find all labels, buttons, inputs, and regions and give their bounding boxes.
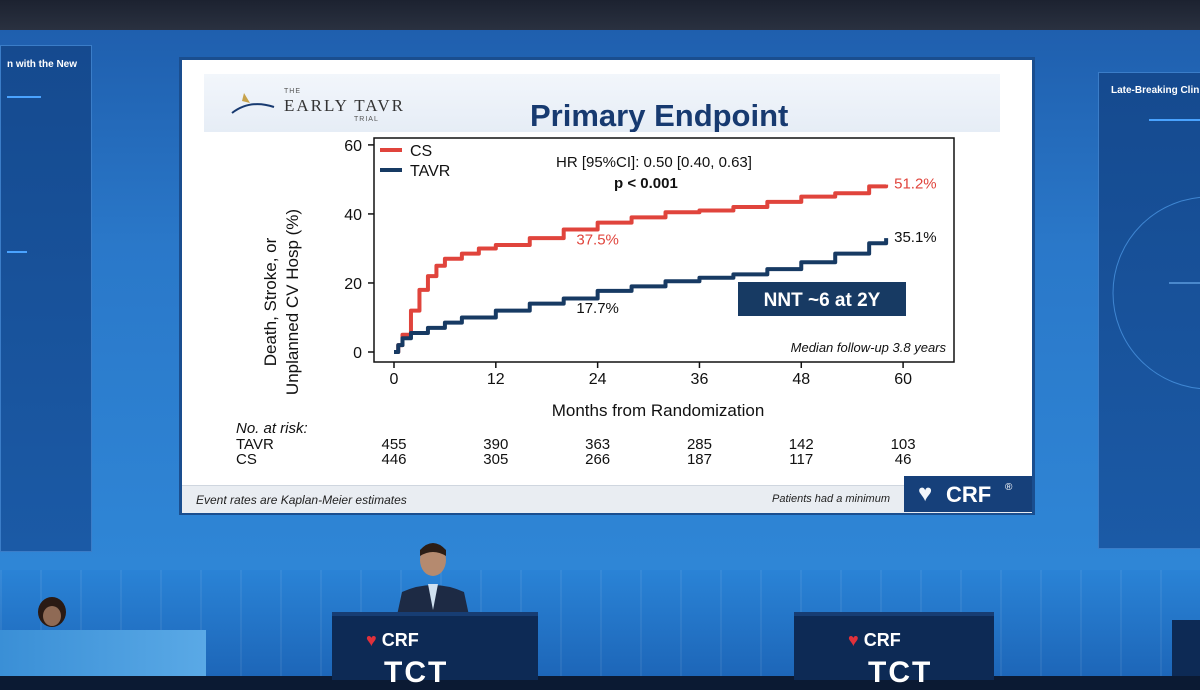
slide-title: Primary Endpoint [530, 98, 789, 133]
podium-brand: ♥ CRF [366, 630, 419, 651]
y-axis-title-line2: Unplanned CV Hosp (%) [283, 209, 302, 395]
y-axis-title-line1: Death, Stroke, or [261, 237, 280, 366]
crf-badge-text: CRF [946, 482, 992, 507]
series-end-label: 35.1% [894, 229, 937, 246]
risk-row-label: TAVR [236, 436, 274, 453]
risk-cell: 142 [788, 436, 814, 453]
slide-footer: Event rates are Kaplan-Meier estimates P… [182, 485, 1032, 513]
risk-cell: 305 [483, 451, 509, 468]
plot-frame [373, 137, 955, 363]
trial-logo-icon [231, 93, 275, 114]
risk-cell: 187 [686, 451, 712, 468]
left-side-screen: n with the New [0, 45, 92, 552]
y-tick-label: 0 [353, 345, 362, 362]
risk-cell: 446 [381, 451, 407, 468]
risk-cell: 103 [890, 436, 916, 453]
slide-header: THE EARLY TAVR TRIAL Primary Endpoint [204, 74, 1000, 133]
podium-brand-text: CRF [381, 630, 419, 650]
risk-cell: 390 [483, 436, 509, 453]
speaker-figure [396, 543, 470, 620]
x-tick-label: 48 [792, 371, 810, 388]
right-podium-edge [1172, 620, 1200, 676]
logo-trial: TRIAL [354, 116, 379, 123]
ceiling [0, 0, 1200, 30]
right-side-screen: Late-Breaking Clini [1098, 72, 1200, 549]
x-ticks: 0 12 24 36 48 60 [390, 362, 912, 388]
p-value-annotation: p < 0.001 [614, 175, 678, 192]
series-line-cs [394, 184, 889, 354]
x-tick-label: 36 [691, 371, 709, 388]
podium-heart-icon: ♥ [848, 630, 859, 650]
moderator-figure [38, 597, 66, 627]
risk-cell: 285 [686, 436, 712, 453]
podium-heart-icon: ♥ [366, 630, 377, 650]
median-followup-note: Median follow-up 3.8 years [791, 340, 947, 355]
y-axis-title: Death, Stroke, or Unplanned CV Hosp (%) [261, 209, 302, 395]
series-mid-label: 37.5% [576, 232, 619, 249]
right-podium: ♥ CRF TCT [794, 612, 994, 689]
left-screen-accent [7, 251, 27, 253]
crf-badge-reg: ® [1005, 482, 1013, 493]
podium-event: TCT [868, 656, 933, 689]
podium-brand-text: CRF [863, 630, 901, 650]
projected-slide: THE EARLY TAVR TRIAL Primary Endpoint De… [182, 60, 1032, 513]
x-tick-label: 12 [487, 371, 505, 388]
right-screen-title: Late-Breaking Clini [1111, 85, 1200, 96]
x-tick-label: 60 [894, 371, 912, 388]
risk-cell: 455 [381, 436, 407, 453]
risk-cell: 46 [894, 451, 912, 468]
series-end-label: 51.2% [894, 176, 937, 193]
hr-annotation: HR [95%CI]: 0.50 [0.40, 0.63] [556, 154, 752, 171]
y-ticks: 0 20 40 60 [344, 138, 374, 362]
footnote-left: Event rates are Kaplan-Meier estimates [196, 493, 407, 507]
chart-panel: Death, Stroke, or Unplanned CV Hosp (%) … [204, 132, 1030, 492]
center-podium: ♥ CRF TCT [332, 612, 538, 689]
x-tick-label: 24 [589, 371, 607, 388]
km-chart: Death, Stroke, or Unplanned CV Hosp (%) … [261, 137, 955, 420]
series-line-tavr [394, 238, 889, 354]
y-tick-label: 60 [344, 138, 362, 155]
podium-event: TCT [384, 656, 449, 689]
podium-brand: ♥ CRF [848, 630, 901, 651]
crf-heart-icon: ♥ [918, 480, 933, 507]
right-screen-divider [1149, 119, 1200, 121]
legend-tavr-label: TAVR [410, 163, 450, 180]
x-tick-label: 0 [390, 371, 399, 388]
risk-table-header: No. at risk: [236, 420, 308, 437]
left-screen-divider [7, 96, 41, 98]
y-tick-label: 20 [344, 276, 362, 293]
x-axis-title: Months from Randomization [552, 401, 765, 420]
left-screen-title: n with the New [7, 59, 77, 70]
logo-the: THE [284, 88, 301, 95]
y-tick-label: 40 [344, 207, 362, 224]
series-mid-label: 17.7% [576, 300, 619, 317]
risk-cell: 117 [789, 451, 814, 468]
logo-name: EARLY TAVR [284, 96, 405, 115]
nnt-box [738, 282, 906, 316]
nnt-label: NNT ~6 at 2Y [764, 290, 881, 311]
legend: CS TAVR [380, 143, 450, 180]
risk-cell: 266 [585, 451, 611, 468]
risk-row-label: CS [236, 451, 257, 468]
right-screen-circle-graphic [1112, 196, 1200, 390]
legend-cs-label: CS [410, 143, 432, 160]
left-table [0, 630, 206, 676]
series-labels: 51.2% 37.5% 35.1% 17.7% [576, 176, 936, 317]
series-lines [394, 184, 889, 354]
crf-badge: ♥ CRF ® [904, 476, 1032, 512]
risk-cell: 363 [585, 436, 611, 453]
footnote-right: Patients had a minimum [772, 493, 890, 505]
